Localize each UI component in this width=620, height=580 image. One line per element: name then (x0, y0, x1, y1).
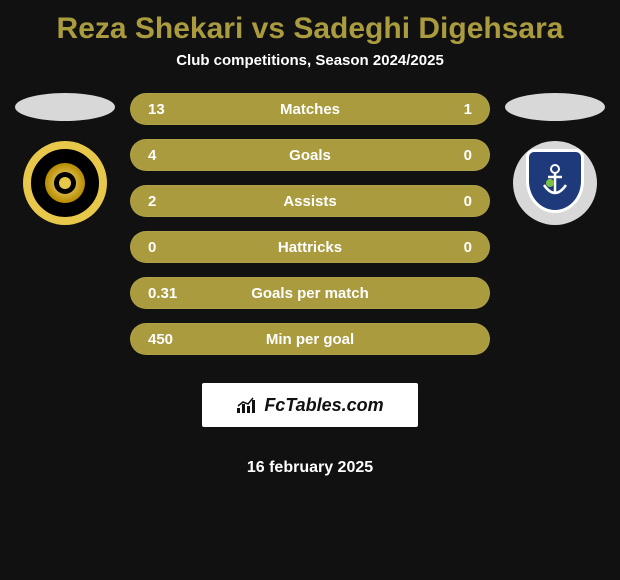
chart-icon (236, 396, 258, 414)
date-text: 16 february 2025 (247, 459, 373, 477)
stat-row-hattricks: 0 Hattricks 0 (130, 231, 490, 263)
stat-left-value: 2 (148, 193, 156, 210)
stat-left-value: 450 (148, 331, 173, 348)
stat-label: Goals per match (251, 285, 369, 302)
page-title: Reza Shekari vs Sadeghi Digehsara (57, 12, 564, 46)
stat-left-value: 0 (148, 239, 156, 256)
stat-label: Assists (283, 193, 336, 210)
malavan-icon (521, 149, 589, 217)
sepahan-icon (31, 149, 99, 217)
stat-right-value: 1 (464, 101, 472, 118)
stat-label: Min per goal (266, 331, 354, 348)
stat-row-mpg: 450 Min per goal (130, 323, 490, 355)
comparison-card: Reza Shekari vs Sadeghi Digehsara Club c… (0, 0, 620, 489)
stat-right-value: 0 (464, 147, 472, 164)
stat-label: Goals (289, 147, 331, 164)
stats-column: 13 Matches 1 4 Goals 0 2 Assists 0 0 Hat… (130, 93, 490, 477)
right-player-col (500, 93, 610, 225)
stat-label: Matches (280, 101, 340, 118)
brand-text: FcTables.com (264, 395, 383, 416)
stat-row-gpm: 0.31 Goals per match (130, 277, 490, 309)
stat-right-value: 0 (464, 193, 472, 210)
stat-left-value: 13 (148, 101, 165, 118)
stat-label: Hattricks (278, 239, 342, 256)
stat-left-value: 0.31 (148, 285, 177, 302)
stat-left-value: 4 (148, 147, 156, 164)
stat-row-goals: 4 Goals 0 (130, 139, 490, 171)
page-subtitle: Club competitions, Season 2024/2025 (176, 52, 444, 69)
stat-row-matches: 13 Matches 1 (130, 93, 490, 125)
left-player-col (10, 93, 120, 225)
stat-right-value: 0 (464, 239, 472, 256)
club-badge-right (513, 141, 597, 225)
player-photo-placeholder-left (15, 93, 115, 121)
player-photo-placeholder-right (505, 93, 605, 121)
club-badge-left (23, 141, 107, 225)
stat-row-assists: 2 Assists 0 (130, 185, 490, 217)
main-row: 13 Matches 1 4 Goals 0 2 Assists 0 0 Hat… (0, 93, 620, 477)
brand-box: FcTables.com (202, 383, 418, 427)
